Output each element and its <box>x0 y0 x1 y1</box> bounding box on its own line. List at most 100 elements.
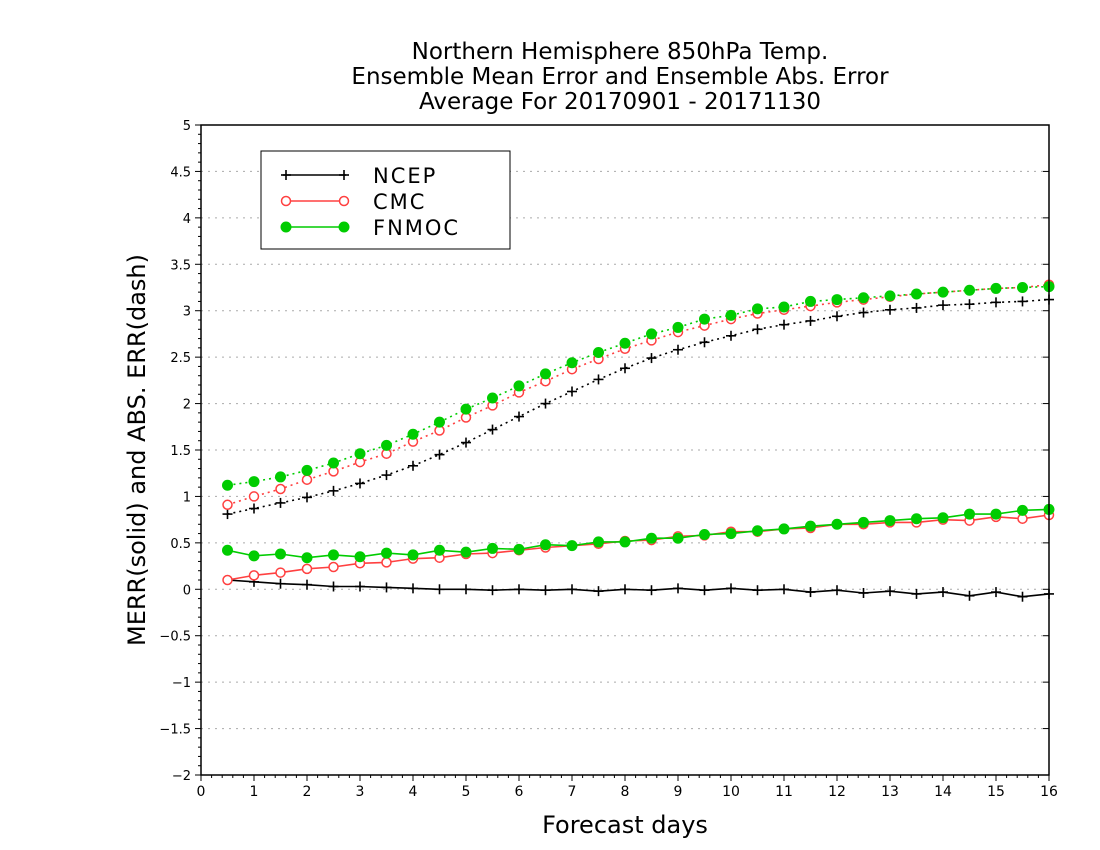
ncep-abs-err-point <box>434 449 445 460</box>
ncep-abs-err-point <box>752 324 763 335</box>
ncep-merr-point <box>487 585 498 596</box>
y-tick-label: −1 <box>172 676 191 691</box>
y-axis-label: MERR(solid) and ABS. ERR(dash) <box>123 254 151 646</box>
y-tick-label: 1.5 <box>170 444 191 459</box>
fnmoc-merr-point <box>619 536 631 548</box>
ncep-abs-err-point <box>487 424 498 435</box>
chart-title-line: Northern Hemisphere 850hPa Temp. <box>412 39 829 65</box>
ncep-abs-err-point <box>514 411 524 422</box>
y-tick-label: −1.5 <box>159 723 191 738</box>
ncep-merr-point <box>355 581 365 592</box>
fnmoc-merr-point <box>672 532 684 544</box>
legend-marker <box>280 195 292 207</box>
fnmoc-abs-err-point <box>964 284 975 296</box>
y-tick-label: 1 <box>183 490 191 505</box>
fnmoc-abs-err-point <box>725 309 737 321</box>
y-tick-label: 2 <box>183 398 191 413</box>
fnmoc-merr-point <box>831 518 843 530</box>
y-tick-label: 2.5 <box>170 351 191 366</box>
cmc-merr-point <box>381 557 392 568</box>
ncep-abs-err-line <box>227 298 1050 515</box>
fnmoc-merr-point <box>540 539 551 551</box>
fnmoc-abs-err-point <box>354 448 366 460</box>
ncep-abs-err-point <box>302 492 312 503</box>
ncep-merr-point <box>461 584 471 595</box>
fnmoc-merr-point <box>460 546 472 558</box>
ncep-merr-point <box>938 587 948 598</box>
fnmoc-abs-err-point <box>619 337 631 349</box>
y-tick-label: 4 <box>183 212 191 227</box>
x-tick-label: 7 <box>568 784 577 800</box>
ncep-abs-err-point <box>646 353 657 364</box>
fnmoc-merr-point <box>752 525 763 537</box>
ncep-merr-point <box>964 590 975 601</box>
ncep-merr-point <box>646 585 657 596</box>
ncep-merr-point <box>302 579 312 590</box>
ncep-abs-err-point <box>249 503 259 514</box>
ncep-abs-err-point <box>911 302 922 313</box>
legend-box <box>260 150 511 250</box>
ncep-abs-err-point <box>832 311 842 322</box>
ncep-merr-point <box>328 581 339 592</box>
fnmoc-abs-err-point <box>407 428 419 440</box>
x-tick-label: 11 <box>775 784 793 800</box>
ncep-abs-err-point <box>222 509 233 520</box>
fnmoc-abs-err-point <box>672 321 684 333</box>
fnmoc-abs-err-point <box>381 439 392 451</box>
fnmoc-merr-line <box>227 508 1050 559</box>
ncep-abs-err-point <box>540 398 551 409</box>
ncep-abs-err-point <box>593 374 604 385</box>
fnmoc-abs-err-point <box>752 303 763 315</box>
ncep-abs-err-point <box>726 330 736 341</box>
legend-label: FNMOC <box>373 216 460 240</box>
x-tick-label: 1 <box>250 784 259 800</box>
x-tick-labels: 0 1 2 3 4 5 6 7 8 9 10 11 12 13 14 15 16 <box>197 775 1058 800</box>
legend-label: NCEP <box>373 164 437 188</box>
fnmoc-abs-err-point <box>990 282 1002 294</box>
ncep-merr-point <box>514 584 524 595</box>
ncep-abs-err-point <box>408 460 418 471</box>
fnmoc-abs-err-point <box>222 479 233 491</box>
ncep-abs-err-point <box>620 363 630 374</box>
cmc-merr-point <box>275 567 286 578</box>
x-tick-label: 2 <box>303 784 312 800</box>
cmc-merr-point <box>301 563 313 575</box>
ncep-abs-err-point <box>381 470 392 481</box>
x-tick-label: 10 <box>722 784 740 800</box>
ncep-merr-point <box>620 584 630 595</box>
ncep-merr-point <box>726 583 736 594</box>
ncep-abs-err-point <box>328 485 339 496</box>
ncep-abs-err-point <box>938 300 948 311</box>
ncep-abs-err-point <box>885 304 895 315</box>
cmc-merr-point <box>248 570 260 581</box>
fnmoc-merr-point <box>222 544 233 556</box>
fnmoc-abs-err-point <box>275 471 286 483</box>
ncep-merr-line <box>227 579 1050 598</box>
fnmoc-abs-err-point <box>646 328 657 340</box>
fnmoc-merr-point <box>328 549 339 561</box>
fnmoc-abs-err-point <box>831 294 843 306</box>
fnmoc-merr-point <box>725 528 737 540</box>
x-tick-label: 3 <box>356 784 365 800</box>
fnmoc-abs-err-point <box>540 368 551 380</box>
ncep-abs-err-point <box>991 297 1001 308</box>
fnmoc-merr-point <box>566 540 578 552</box>
ncep-abs-err-point <box>805 315 816 326</box>
fnmoc-merr-point <box>513 543 525 555</box>
ncep-merr-point <box>381 582 392 593</box>
fnmoc-abs-err-point <box>248 476 260 488</box>
ncep-abs-err-point <box>461 437 471 448</box>
fnmoc-abs-err-point <box>805 295 816 307</box>
legend-marker <box>338 195 350 207</box>
legend-marker <box>281 170 291 180</box>
series-lines <box>227 283 1050 598</box>
ncep-merr-point <box>752 585 763 596</box>
fnmoc-merr-point <box>990 508 1002 520</box>
series-markers <box>222 279 1055 602</box>
fnmoc-merr-point <box>646 532 657 544</box>
fnmoc-merr-point <box>699 529 710 540</box>
x-axis-label: Forecast days <box>542 811 708 839</box>
ncep-merr-point <box>1017 591 1028 602</box>
fnmoc-abs-err-point <box>858 292 869 304</box>
fnmoc-abs-err-point <box>460 403 472 415</box>
